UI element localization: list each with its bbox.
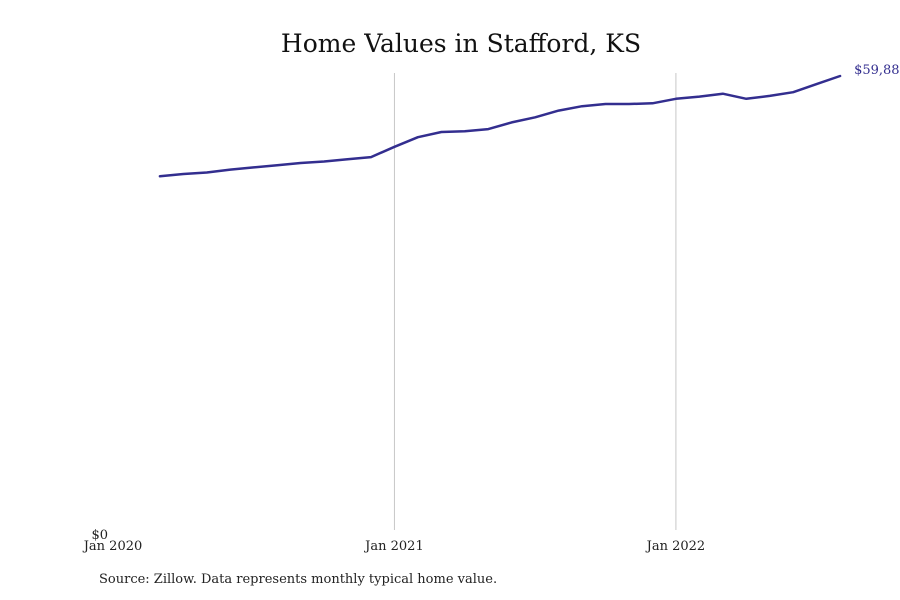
x-axis-ticks: Jan 2020 Jan 2021 Jan 2022 <box>82 539 705 554</box>
end-value-label: $59,883 <box>854 63 900 78</box>
series-group: $59,883 <box>158 63 900 178</box>
x-tick-label: Jan 2020 <box>82 539 143 554</box>
y-tick-label-zero: $0 <box>91 528 108 543</box>
x-tick-label: Jan 2022 <box>645 539 706 554</box>
gridlines <box>393 73 677 530</box>
source-note: Source: Zillow. Data represents monthly … <box>99 572 498 587</box>
x-tick-label: Jan 2021 <box>363 539 424 554</box>
series-line <box>158 74 842 178</box>
chart-title: Home Values in Stafford, KS <box>281 29 641 58</box>
